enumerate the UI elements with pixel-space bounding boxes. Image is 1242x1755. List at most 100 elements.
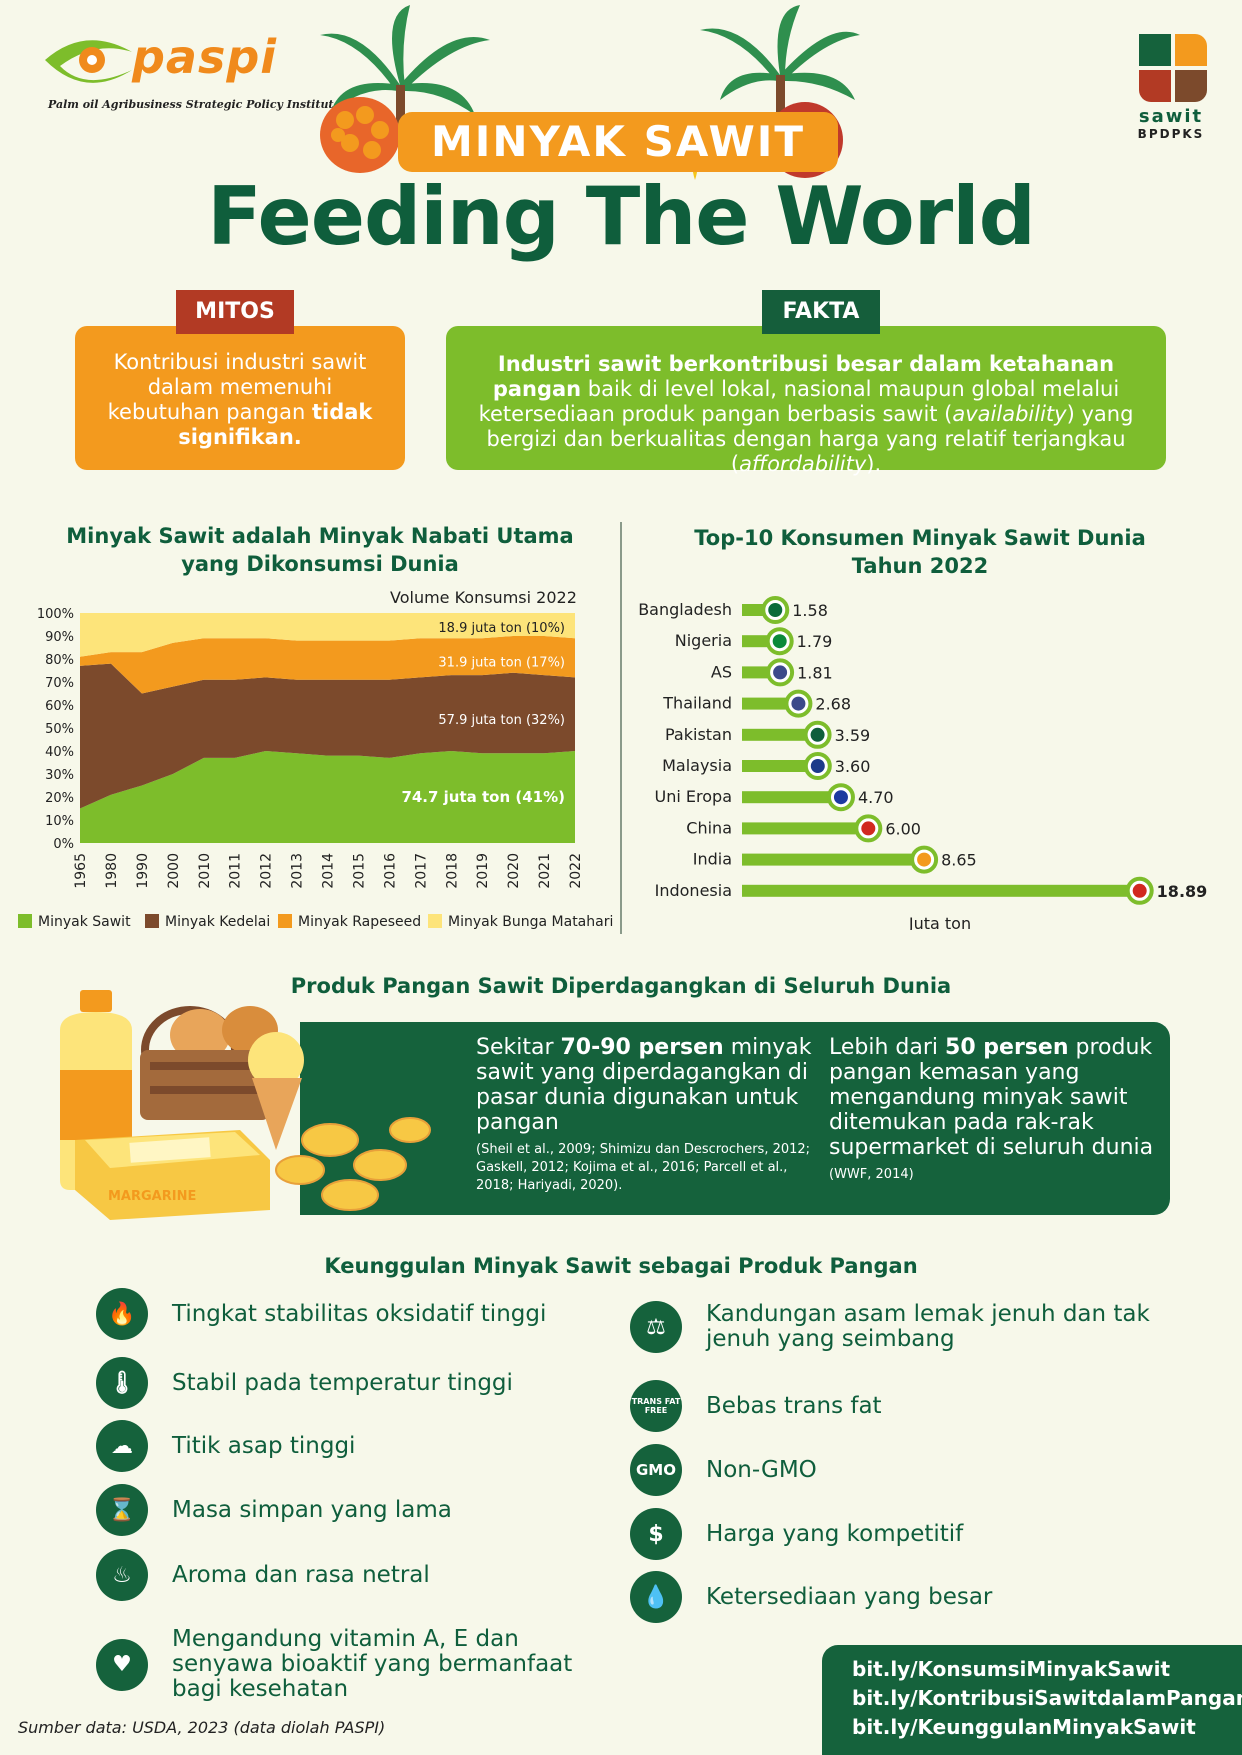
right-b: 50 persen [945, 1035, 1069, 1060]
fact-text-3: ). [866, 452, 882, 476]
x-tick-label: 2010 [197, 853, 213, 889]
advantage-label: Masa simpan yang lama [172, 1496, 452, 1523]
x-tick-label: 2022 [568, 853, 584, 889]
paspi-logo-icon [45, 40, 132, 83]
advantage-label: Mengandung vitamin A, E dan senyawa bioa… [172, 1626, 573, 1702]
y-tick-label: 0% [53, 837, 74, 852]
myth-tag: MITOS [176, 290, 294, 334]
x-tick-label: 1965 [73, 853, 89, 889]
x-tick-label: 2019 [475, 853, 491, 889]
x-tick-label: 2011 [228, 853, 244, 889]
drop-icon: 💧 [630, 1571, 682, 1623]
products-panel [430, 1022, 1170, 1215]
chart-divider [620, 522, 622, 934]
flag-inner-icon [1132, 883, 1147, 898]
flag-inner-icon [773, 665, 788, 680]
x-tick-label: 2018 [444, 853, 460, 889]
link-kontribusi[interactable]: bit.ly/KontribusiSawitdalamPangan [852, 1686, 1242, 1710]
myth-text-a: Kontribusi industri sawit dalam memenuhi… [107, 350, 367, 424]
advantage-label: Kandungan asam lemak jenuh dan tak jenuh… [706, 1301, 1150, 1352]
bar-category-label: Malaysia [662, 756, 732, 775]
y-tick-label: 70% [45, 676, 74, 691]
logo-subtitle: Palm oil Agribusiness Strategic Policy I… [48, 98, 341, 111]
flag-inner-icon [768, 603, 783, 617]
link-konsumsi[interactable]: bit.ly/KonsumsiMinyakSawit [852, 1657, 1171, 1681]
sponsor-sub: BPDPKS [1137, 127, 1205, 141]
x-tick-label: 2021 [537, 853, 553, 889]
bar-chart: Bangladesh 1.58 Nigeria 1.79 AS 1.81 Thailand 2… [638, 596, 1207, 930]
area-series-1 [80, 663, 575, 809]
right-reference: (WWF, 2014) [829, 1167, 914, 1182]
bar-category-label: Nigeria [675, 631, 732, 650]
bar-indonesia [742, 884, 1140, 897]
fact-box: Industri sawit berkontribusi besar dalam… [446, 326, 1166, 476]
non-gmo-icon: GMO [630, 1444, 682, 1496]
y-tick-label: 60% [45, 699, 74, 714]
advantage-item-2: 🌡 Stabil pada temperatur tinggi [96, 1357, 513, 1409]
bar-chart-title: Top-10 Konsumen Minyak Sawit Dunia Tahun… [694, 526, 1146, 578]
bpdpks-logo: sawit BPDPKS [1136, 34, 1207, 141]
advantage-label: Harga yang kompetitif [706, 1520, 964, 1547]
advantage-item-1: 🔥 Tingkat stabilitas oksidatif tinggi [96, 1288, 546, 1340]
advantage-item-5: ♨ Aroma dan rasa netral [96, 1549, 430, 1601]
legend-kedelai: Minyak Kedelai [145, 914, 270, 930]
x-tick-label: 2014 [321, 853, 337, 889]
myth-box: Kontribusi industri sawit dalam memenuhi… [75, 326, 405, 470]
y-tick-label: 80% [45, 653, 74, 668]
left-c: minyak sawit yang diperdagangkan di pasa… [476, 1035, 812, 1135]
advantage-item-11: 💧 Ketersediaan yang besar [630, 1571, 992, 1623]
title-banner: MINYAK SAWIT [398, 112, 838, 172]
advantage-label: Bebas trans fat [706, 1392, 882, 1419]
myth-text-b: tidak signifikan. [178, 400, 373, 449]
bar-category-label: India [693, 850, 732, 869]
legend-matahari-swatch [428, 914, 442, 928]
flag-inner-icon [833, 790, 848, 805]
advantage-item-8: TRANS FAT FREE Bebas trans fat [630, 1380, 882, 1432]
x-tick-label: 2012 [259, 853, 275, 889]
fact-text-2: ) yang bergizi dan berkualitas dengan ha… [486, 402, 1134, 476]
page-title: Feeding The World [207, 170, 1036, 263]
fact-tag: FAKTA [762, 290, 880, 334]
advantage-item-10: $ Harga yang kompetitif [630, 1508, 963, 1560]
bar-category-label: Pakistan [665, 725, 732, 744]
link-keunggulan[interactable]: bit.ly/KeunggulanMinyakSawit [852, 1715, 1196, 1739]
advantage-label: Non-GMO [706, 1456, 817, 1483]
products-left-text: Sekitar 70-90 persen minyak sawit yang d… [476, 1035, 816, 1195]
dollar-icon: $ [630, 1508, 682, 1560]
area-annotation: 31.9 juta ton (17%) [438, 655, 565, 670]
x-tick-label: 2016 [382, 853, 398, 889]
advantage-label: Ketersediaan yang besar [706, 1583, 993, 1610]
bar-category-label: Uni Eropa [655, 787, 732, 806]
food-products-illustration: MARGARINE [60, 990, 431, 1220]
advantage-label: Titik asap tinggi [172, 1432, 356, 1459]
x-tick-label: 1990 [135, 853, 151, 889]
advantage-item-7: ⚖ Kandungan asam lemak jenuh dan tak jen… [630, 1301, 1190, 1353]
bar-value-label: 4.70 [858, 788, 894, 807]
bar-category-label: Thailand [662, 694, 732, 713]
area-annotation: 18.9 juta ton (10%) [438, 621, 565, 636]
bar-category-label: Bangladesh [638, 600, 732, 619]
bar-value-label: 2.68 [815, 695, 851, 714]
legend-sawit-swatch [18, 914, 32, 928]
y-tick-label: 90% [45, 630, 74, 645]
products-title: Produk Pangan Sawit Diperdagangkan di Se… [290, 974, 952, 998]
bar-pakistan [742, 728, 818, 741]
trans-fat-free-icon: TRANS FAT FREE [630, 1380, 682, 1432]
y-tick-label: 50% [45, 722, 74, 737]
flag-inner-icon [772, 634, 787, 649]
advantage-label: Tingkat stabilitas oksidatif tinggi [172, 1300, 547, 1327]
oxidation-icon: 🔥 [96, 1288, 148, 1340]
x-tick-label: 2000 [166, 853, 182, 889]
x-tick-label: 2020 [506, 853, 522, 889]
legend-matahari: Minyak Bunga Matahari [428, 914, 613, 930]
right-a: Lebih dari [829, 1035, 946, 1060]
advantage-item-9: GMO Non-GMO [630, 1444, 817, 1496]
fact-bold: Industri sawit berkontribusi besar dalam… [492, 352, 1115, 401]
y-tick-label: 30% [45, 768, 74, 783]
smoke-icon: ☁ [96, 1420, 148, 1472]
bar-china [742, 822, 869, 835]
flag-inner-icon [791, 696, 806, 711]
advantage-label: Stabil pada temperatur tinggi [172, 1369, 513, 1396]
bar-x-axis-label: Juta ton [908, 914, 971, 930]
legend-rapeseed-swatch [278, 914, 292, 928]
